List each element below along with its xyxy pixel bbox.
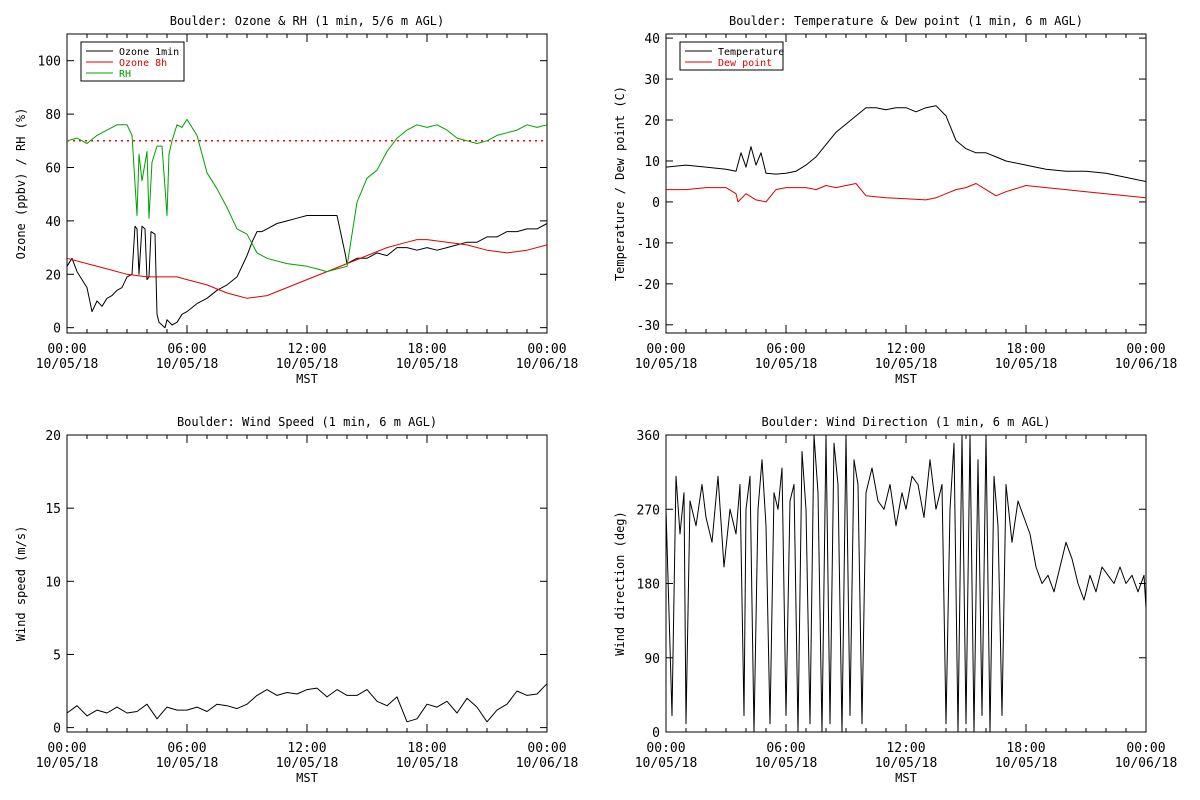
x-tick-time: 18:00 [1006,342,1045,357]
x-tick-date: 10/05/18 [396,756,459,771]
y-tick-label: -20 [637,278,660,293]
x-axis-label: MST [296,372,318,386]
plot-frame [665,434,1147,733]
y-tick-label: 20 [45,429,61,444]
y-tick-label: 0 [652,726,660,741]
series-line [665,434,1147,733]
y-tick-label: 30 [644,73,660,88]
y-axis-label: Wind direction (deg) [613,511,627,656]
x-tick-time: 18:00 [407,342,446,357]
legend-label: Temperature [718,47,784,58]
x-tick-time: 18:00 [407,741,446,756]
x-tick-time: 18:00 [1006,741,1045,756]
x-axis-label: MST [895,771,917,785]
chart-title: Boulder: Temperature & Dew point (1 min,… [729,14,1083,28]
plot-frame [66,434,548,733]
chart-title: Boulder: Wind Direction (1 min, 6 m AGL) [762,415,1051,429]
x-tick-time: 12:00 [886,741,925,756]
x-tick-time: 00:00 [47,342,86,357]
legend-label: Ozone 1min [119,47,179,58]
x-tick-time: 06:00 [167,741,206,756]
x-tick-time: 12:00 [287,342,326,357]
legend-label: Dew point [718,58,772,69]
y-axis-label: Temperature / Dew point (C) [613,86,627,281]
x-tick-date: 10/05/18 [156,756,219,771]
y-tick-label: 80 [45,108,61,123]
x-tick-date: 10/05/18 [875,357,938,372]
legend-label: Ozone 8h [119,58,167,69]
y-axis-label: Wind speed (m/s) [14,526,28,642]
x-tick-time: 12:00 [287,741,326,756]
y-tick-label: 5 [53,648,61,663]
x-tick-date: 10/05/18 [36,756,99,771]
y-tick-label: 10 [644,155,660,170]
x-tick-date: 10/05/18 [995,756,1058,771]
x-tick-date: 10/06/18 [516,756,579,771]
x-tick-time: 00:00 [1126,741,1165,756]
x-tick-time: 06:00 [167,342,206,357]
series-line [66,215,548,329]
x-tick-date: 10/05/18 [755,756,818,771]
x-tick-date: 10/05/18 [156,357,219,372]
x-tick-date: 10/05/18 [36,357,99,372]
y-tick-label: 90 [644,652,660,667]
y-tick-label: 15 [45,502,61,517]
x-tick-time: 00:00 [47,741,86,756]
y-tick-label: -30 [637,319,660,334]
chart-title: Boulder: Wind Speed (1 min, 6 m AGL) [177,415,437,429]
y-tick-label: 270 [637,503,660,518]
x-tick-time: 00:00 [527,342,566,357]
x-tick-date: 10/05/18 [276,756,339,771]
legend-box [679,41,784,71]
x-tick-date: 10/05/18 [995,357,1058,372]
series-line [66,683,548,723]
y-axis-label: Ozone (ppbv) / RH (%) [14,108,28,260]
x-tick-date: 10/06/18 [1115,756,1178,771]
legend-label: RH [119,69,131,80]
plot-frame [665,33,1147,334]
x-axis-label: MST [895,372,917,386]
x-tick-date: 10/05/18 [635,756,698,771]
y-tick-label: 360 [637,429,660,444]
y-tick-label: -10 [637,237,660,252]
y-tick-label: 0 [652,196,660,211]
y-tick-label: 180 [637,578,660,593]
x-tick-date: 10/06/18 [516,357,579,372]
x-tick-date: 10/05/18 [276,357,339,372]
x-tick-time: 12:00 [886,342,925,357]
x-tick-date: 10/06/18 [1115,357,1178,372]
y-tick-label: 40 [45,215,61,230]
y-tick-label: 0 [53,722,61,737]
x-tick-time: 06:00 [766,342,805,357]
x-tick-time: 00:00 [646,741,685,756]
x-tick-date: 10/05/18 [875,756,938,771]
y-tick-label: 40 [644,32,660,47]
y-tick-label: 20 [644,114,660,129]
series-line [666,183,1147,203]
series-line [665,105,1147,182]
series-line [66,118,548,273]
x-tick-time: 06:00 [766,741,805,756]
x-tick-date: 10/05/18 [755,357,818,372]
x-axis-label: MST [296,771,318,785]
x-tick-time: 00:00 [527,741,566,756]
y-tick-label: 100 [38,55,61,70]
y-tick-label: 10 [45,575,61,590]
x-tick-date: 10/05/18 [396,357,459,372]
x-tick-time: 00:00 [646,342,685,357]
x-tick-time: 00:00 [1126,342,1165,357]
y-tick-label: 0 [53,322,61,337]
chart-title: Boulder: Ozone & RH (1 min, 5/6 m AGL) [170,14,445,28]
y-tick-label: 20 [45,268,61,283]
y-tick-label: 60 [45,161,61,176]
x-tick-date: 10/05/18 [635,357,698,372]
series-line [66,239,548,299]
